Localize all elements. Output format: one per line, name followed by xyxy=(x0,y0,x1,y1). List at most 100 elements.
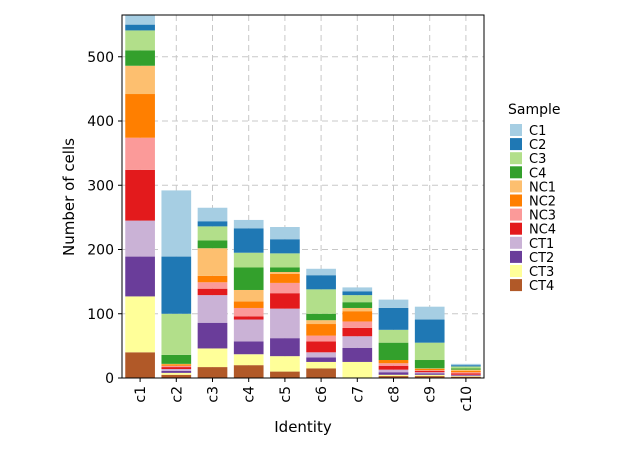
legend-item-ct1: CT1 xyxy=(510,236,554,252)
bar-segment-c8-c2 xyxy=(378,307,409,330)
bar-segment-c1-ct1 xyxy=(125,220,155,257)
bar-segment-c9-nc3 xyxy=(414,370,445,371)
bar-segment-c6-c3 xyxy=(306,289,336,314)
legend-item-ct4: CT4 xyxy=(510,279,554,294)
bar-segment-c7-ct2 xyxy=(342,347,373,362)
y-tick-label: 100 xyxy=(87,307,114,323)
legend-swatch xyxy=(510,180,522,193)
legend-item-ct2: CT2 xyxy=(510,250,554,266)
x-tick-label: c2 xyxy=(169,386,185,403)
y-tick-label: 300 xyxy=(87,178,114,194)
y-axis: 0 100 200 300 400 500 xyxy=(87,50,122,387)
legend-label: C1 xyxy=(529,124,546,139)
y-tick-label: 200 xyxy=(87,243,114,259)
bar-segment-c7-nc4 xyxy=(342,327,373,337)
bar-segment-c5-ct1 xyxy=(270,308,300,339)
bar-segment-c8-c4 xyxy=(378,342,409,361)
legend-label: CT2 xyxy=(529,251,554,266)
bar-segment-c7-c2 xyxy=(342,291,373,296)
bar-segment-c8-nc4 xyxy=(378,365,409,370)
bar-segment-c4-ct2 xyxy=(233,341,264,355)
bar-segment-c5-ct3 xyxy=(270,356,300,372)
bar-segment-c2-nc4 xyxy=(161,367,192,370)
legend-item-c2: C2 xyxy=(510,138,546,153)
bar-segment-c1-c1 xyxy=(125,15,155,25)
bar-segment-c3-nc4 xyxy=(197,288,228,296)
legend-swatch xyxy=(510,208,522,221)
legend-label: NC3 xyxy=(529,209,556,224)
bar-segment-c4-c1 xyxy=(233,219,264,229)
x-tick-label: c9 xyxy=(423,386,439,403)
bar-segment-c3-ct3 xyxy=(197,348,228,368)
legend-swatch xyxy=(510,194,522,207)
bar-segment-c5-ct2 xyxy=(270,338,300,357)
bar-segment-c3-nc3 xyxy=(197,282,228,289)
bar-segment-c1-ct3 xyxy=(125,296,155,353)
bar-segment-c3-c4 xyxy=(197,240,228,249)
bar-segment-c8-nc3 xyxy=(378,363,409,366)
bar-segment-c7-c3 xyxy=(342,295,373,303)
bar-segment-c10-nc1 xyxy=(451,369,481,371)
bar-segment-c5-nc4 xyxy=(270,293,300,309)
bar-segment-c9-c1 xyxy=(414,306,445,320)
bar-segment-c6-ct4 xyxy=(306,368,336,378)
bar-segment-c3-ct1 xyxy=(197,295,228,323)
bar-segment-c3-c1 xyxy=(197,207,228,222)
bar-segment-c7-nc3 xyxy=(342,321,373,328)
bar-segment-c9-nc4 xyxy=(414,370,445,373)
legend-swatch xyxy=(510,279,522,292)
bar-segment-c3-c2 xyxy=(197,221,228,227)
legend-swatch xyxy=(510,222,522,235)
bar-segment-c8-c3 xyxy=(378,329,409,343)
bar-segment-c6-ct1 xyxy=(306,352,336,358)
bar-segment-c1-c3 xyxy=(125,30,155,51)
legend-swatch xyxy=(510,152,522,165)
bar-segment-c3-ct4 xyxy=(197,367,228,378)
legend-item-ct3: CT3 xyxy=(510,265,554,280)
bar-segment-c9-ct4 xyxy=(414,376,445,378)
bar-segment-c4-nc1 xyxy=(233,289,264,302)
bar-segment-c7-c4 xyxy=(342,302,373,308)
legend-item-c4: C4 xyxy=(510,166,546,181)
bar-segment-c6-nc1 xyxy=(306,320,336,325)
bar-segment-c9-ct2 xyxy=(414,373,445,375)
y-tick-label: 0 xyxy=(105,371,114,387)
bar-segment-c2-nc1 xyxy=(161,363,192,365)
bar-segment-c10-nc4 xyxy=(451,373,481,375)
bar-segment-c10-ct4 xyxy=(451,376,481,378)
bar-segment-c4-ct3 xyxy=(233,354,264,366)
legend-item-nc3: NC3 xyxy=(510,208,556,224)
bar-segment-c2-nc2 xyxy=(161,364,192,366)
legend-label: CT4 xyxy=(529,279,554,294)
legend-swatch xyxy=(510,138,522,151)
bar-segment-c8-ct1 xyxy=(378,369,409,373)
x-tick-label: c3 xyxy=(206,386,222,403)
bar-segment-c4-c4 xyxy=(233,267,264,290)
x-tick-label: c1 xyxy=(133,386,149,403)
bar-segment-c7-nc1 xyxy=(342,307,373,312)
bar-segment-c10-c3 xyxy=(451,366,481,369)
bar-segment-c6-nc3 xyxy=(306,335,336,342)
legend-swatch xyxy=(510,250,522,263)
bar-segment-c4-c3 xyxy=(233,252,264,268)
bar-segment-c3-nc1 xyxy=(197,248,228,276)
bar-segment-c2-ct1 xyxy=(161,369,192,371)
bar-segment-c9-c2 xyxy=(414,319,445,343)
bar-segment-c7-nc2 xyxy=(342,311,373,322)
x-tick-label: c4 xyxy=(242,386,258,403)
bar-segment-c5-ct4 xyxy=(270,371,300,378)
bar-segment-c8-nc2 xyxy=(378,360,409,364)
bar-segment-c8-ct4 xyxy=(378,376,409,378)
bar-segment-c4-ct4 xyxy=(233,365,264,378)
bar-segment-c5-nc1 xyxy=(270,271,300,274)
bar-segment-c10-ct2 xyxy=(451,375,481,377)
legend-swatch xyxy=(510,236,522,249)
x-tick-label: c7 xyxy=(350,386,366,403)
bar-segment-c2-ct3 xyxy=(161,372,192,375)
legend-item-c1: C1 xyxy=(510,124,546,139)
bar-segment-c8-ct2 xyxy=(378,372,409,375)
bar-segment-c3-nc2 xyxy=(197,275,228,283)
bar-segment-c3-ct2 xyxy=(197,322,228,349)
